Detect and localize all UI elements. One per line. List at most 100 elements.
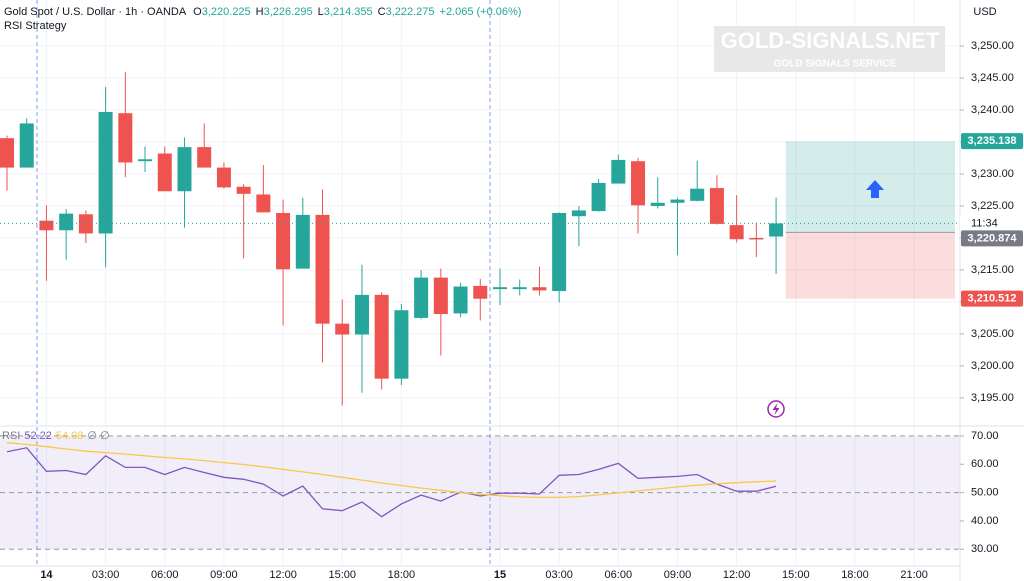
price-tag xyxy=(961,133,1023,150)
y-tick-label: 30.00 xyxy=(971,543,999,555)
x-tick-label: 15 xyxy=(494,569,506,581)
x-tick-label: 06:00 xyxy=(151,569,179,581)
candle-body xyxy=(512,287,527,290)
stop-zone xyxy=(785,232,955,299)
candle-body xyxy=(19,123,34,168)
candle-body xyxy=(729,225,744,240)
rsi-legend: RSI 52.22 54.08 ∅ ∅ xyxy=(2,430,110,442)
long-arrow xyxy=(866,180,884,198)
candle-body xyxy=(197,147,212,168)
header: Gold Spot / U.S. Dollar · 1h · OANDA O3,2… xyxy=(4,6,521,18)
watermark-title: GOLD-SIGNALS.NET xyxy=(721,28,940,53)
candle-body xyxy=(59,213,74,231)
y-tick-label: 3,250.00 xyxy=(971,40,1014,52)
price-tag xyxy=(961,230,1023,247)
watermark-subtitle: GOLD SIGNALS SERVICE xyxy=(774,59,897,70)
y-tick-label: 3,240.00 xyxy=(971,104,1014,116)
alert-bolt xyxy=(772,403,780,415)
candle-body xyxy=(276,213,291,270)
candle-body xyxy=(295,214,310,269)
candle-body xyxy=(335,323,350,335)
rsi-value: 52.22 xyxy=(24,430,52,442)
candle-body xyxy=(433,277,448,315)
candle-body xyxy=(354,294,369,335)
x-tick-label: 18:00 xyxy=(841,569,869,581)
y-tick-label: 50.00 xyxy=(971,487,999,499)
candle-body xyxy=(118,113,133,163)
candle-body xyxy=(374,294,389,379)
ohlc-key: L xyxy=(318,6,324,18)
candle-body xyxy=(631,161,646,206)
x-tick-label: 03:00 xyxy=(92,569,120,581)
ohlc-value: 3,222.275 xyxy=(386,6,435,18)
label-layer: 3,195.003,200.003,205.003,210.003,215.00… xyxy=(2,6,1024,581)
x-tick-label: 03:00 xyxy=(545,569,573,581)
rsi-line xyxy=(6,442,777,499)
candle-body xyxy=(690,188,705,201)
x-tick-label: 15:00 xyxy=(782,569,810,581)
candle-body xyxy=(670,199,685,203)
change: +2.065 (+0.06%) xyxy=(440,6,522,18)
candle-body xyxy=(39,220,54,231)
candle-body xyxy=(157,153,172,192)
rsi-legend-tail: ∅ ∅ xyxy=(87,430,109,442)
price-axis xyxy=(960,0,1024,581)
candle-body xyxy=(749,237,764,240)
ohlc-key: C xyxy=(378,6,386,18)
ohlc-value: 3,226.295 xyxy=(264,6,313,18)
candle-body xyxy=(532,287,547,291)
y-tick-label: 3,245.00 xyxy=(971,72,1014,84)
x-tick-label: 06:00 xyxy=(605,569,633,581)
candle-body xyxy=(709,188,724,224)
y-tick-label: 3,225.00 xyxy=(971,200,1014,212)
countdown: 11:34 xyxy=(971,217,998,229)
y-tick-label: 3,205.00 xyxy=(971,328,1014,340)
ohlc-key: H xyxy=(256,6,264,18)
y-tick-label: 70.00 xyxy=(971,430,999,442)
candle-body xyxy=(98,111,113,234)
x-tick-label: 09:00 xyxy=(210,569,238,581)
candle-body xyxy=(591,182,606,212)
candle-body xyxy=(611,159,626,184)
price-tag-label: 3,235.138 xyxy=(968,135,1017,147)
x-tick-label: 12:00 xyxy=(269,569,297,581)
candle-body xyxy=(315,214,330,324)
y-tick-label: 3,230.00 xyxy=(971,168,1014,180)
ohlc-value: 3,214.355 xyxy=(324,6,373,18)
candle-body xyxy=(394,310,409,379)
watermark-box xyxy=(714,26,945,72)
x-tick-label: 12:00 xyxy=(723,569,751,581)
candle-body xyxy=(552,213,567,292)
symbol: Gold Spot / U.S. Dollar · 1h · OANDA xyxy=(4,6,187,18)
price-tag-label: 3,210.512 xyxy=(968,293,1017,305)
x-tick-label: 18:00 xyxy=(388,569,416,581)
x-tick-label: 15:00 xyxy=(328,569,356,581)
candle-body xyxy=(493,287,507,290)
ohlc-key: O xyxy=(193,6,202,18)
candle-body xyxy=(473,285,488,299)
candle-body xyxy=(0,138,14,168)
rsi-line xyxy=(6,447,777,518)
ohlc-value: 3,220.225 xyxy=(202,6,251,18)
x-tick-label: 21:00 xyxy=(900,569,928,581)
price-tag xyxy=(961,290,1023,307)
y-tick-label: 3,195.00 xyxy=(971,392,1014,404)
plot-layer xyxy=(0,72,960,518)
candle-body xyxy=(236,186,251,194)
y-tick-label: 40.00 xyxy=(971,515,999,527)
rsi-name: RSI xyxy=(2,430,20,442)
candle-body xyxy=(177,147,192,192)
price-tag-label: 3,220.874 xyxy=(968,232,1018,244)
x-tick-label: 09:00 xyxy=(664,569,692,581)
rsi-value: 54.08 xyxy=(56,430,84,442)
candle-body xyxy=(256,194,271,213)
y-tick-label: 3,215.00 xyxy=(971,264,1014,276)
currency-label: USD xyxy=(973,6,996,18)
y-tick-label: 3,200.00 xyxy=(971,360,1014,372)
indicator-name: RSI Strategy xyxy=(4,20,67,32)
candle-body xyxy=(769,223,784,237)
candle-body xyxy=(571,210,586,217)
alert-icon xyxy=(767,400,785,418)
